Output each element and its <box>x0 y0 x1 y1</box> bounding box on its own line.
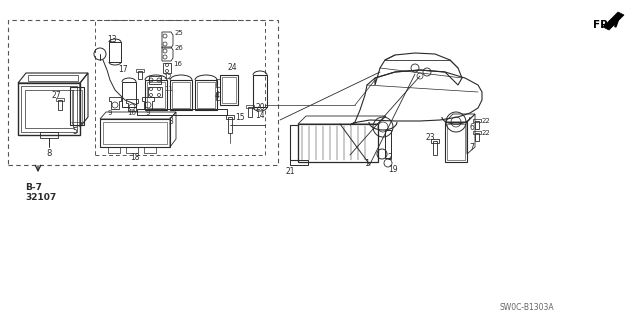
Text: 9: 9 <box>108 110 113 116</box>
Text: 12: 12 <box>163 74 172 80</box>
Text: 8: 8 <box>46 148 52 157</box>
Bar <box>431 139 439 143</box>
Text: 19: 19 <box>388 165 397 174</box>
Bar <box>108 147 120 153</box>
Bar <box>28 75 78 81</box>
Bar <box>70 87 84 125</box>
Text: 26: 26 <box>175 45 184 51</box>
Bar <box>195 80 217 110</box>
Bar <box>298 124 378 162</box>
Text: 14: 14 <box>255 110 264 119</box>
Text: 3: 3 <box>168 117 173 126</box>
Bar <box>385 130 391 158</box>
Bar <box>58 100 62 110</box>
Text: 24: 24 <box>228 62 237 71</box>
Bar <box>136 69 144 72</box>
Bar <box>144 147 156 153</box>
Text: 7: 7 <box>469 142 474 151</box>
Bar <box>147 82 165 108</box>
Bar <box>40 132 58 138</box>
Text: 27: 27 <box>52 91 61 100</box>
Bar <box>216 79 220 87</box>
Bar <box>100 119 170 147</box>
Bar <box>95 20 265 155</box>
Text: 9: 9 <box>145 110 150 116</box>
Text: SW0C-B1303A: SW0C-B1303A <box>500 303 555 313</box>
Bar <box>248 107 252 117</box>
Text: 13: 13 <box>107 35 116 44</box>
Text: 2: 2 <box>388 153 393 162</box>
Text: 17: 17 <box>118 65 127 74</box>
Bar <box>290 125 298 160</box>
Bar <box>122 82 136 107</box>
Text: 22: 22 <box>482 130 491 136</box>
Text: 1: 1 <box>364 158 369 167</box>
Bar <box>56 98 64 101</box>
Bar <box>246 105 254 108</box>
Text: 22: 22 <box>482 118 491 124</box>
Bar <box>138 71 142 79</box>
Bar <box>290 160 308 165</box>
Bar <box>145 80 167 110</box>
Bar <box>222 77 236 103</box>
Bar <box>8 20 278 165</box>
Bar <box>137 109 227 115</box>
Bar <box>21 86 77 132</box>
Text: 23: 23 <box>426 133 436 142</box>
Text: 10: 10 <box>127 110 136 116</box>
Bar <box>445 122 467 162</box>
Text: 11: 11 <box>164 86 173 92</box>
Text: 6: 6 <box>469 123 474 132</box>
Text: 25: 25 <box>175 30 184 36</box>
Polygon shape <box>603 12 624 30</box>
Bar <box>253 75 267 107</box>
Bar <box>473 119 481 122</box>
Bar <box>18 83 80 135</box>
Bar <box>433 141 437 155</box>
Bar <box>220 75 238 105</box>
Text: 15: 15 <box>235 113 244 122</box>
Bar <box>447 124 465 160</box>
Text: FR.: FR. <box>593 20 612 30</box>
Bar <box>228 117 232 133</box>
Text: 18: 18 <box>131 153 140 162</box>
Text: 20: 20 <box>255 102 264 111</box>
Text: 4: 4 <box>215 91 220 100</box>
Bar <box>197 82 215 108</box>
Bar <box>25 90 73 128</box>
Bar <box>475 133 479 141</box>
Text: 5: 5 <box>72 127 77 137</box>
Bar <box>172 82 190 108</box>
Bar <box>170 80 192 110</box>
Text: 32107: 32107 <box>25 193 56 202</box>
Text: B-7: B-7 <box>25 182 42 191</box>
Bar <box>473 131 481 134</box>
Bar <box>103 122 167 144</box>
Text: 21: 21 <box>285 167 294 177</box>
Bar <box>226 115 234 119</box>
Bar <box>109 42 121 62</box>
Bar <box>72 90 82 122</box>
Bar <box>126 147 138 153</box>
Bar <box>475 121 479 129</box>
Bar <box>216 92 220 100</box>
Text: 16: 16 <box>173 61 182 67</box>
